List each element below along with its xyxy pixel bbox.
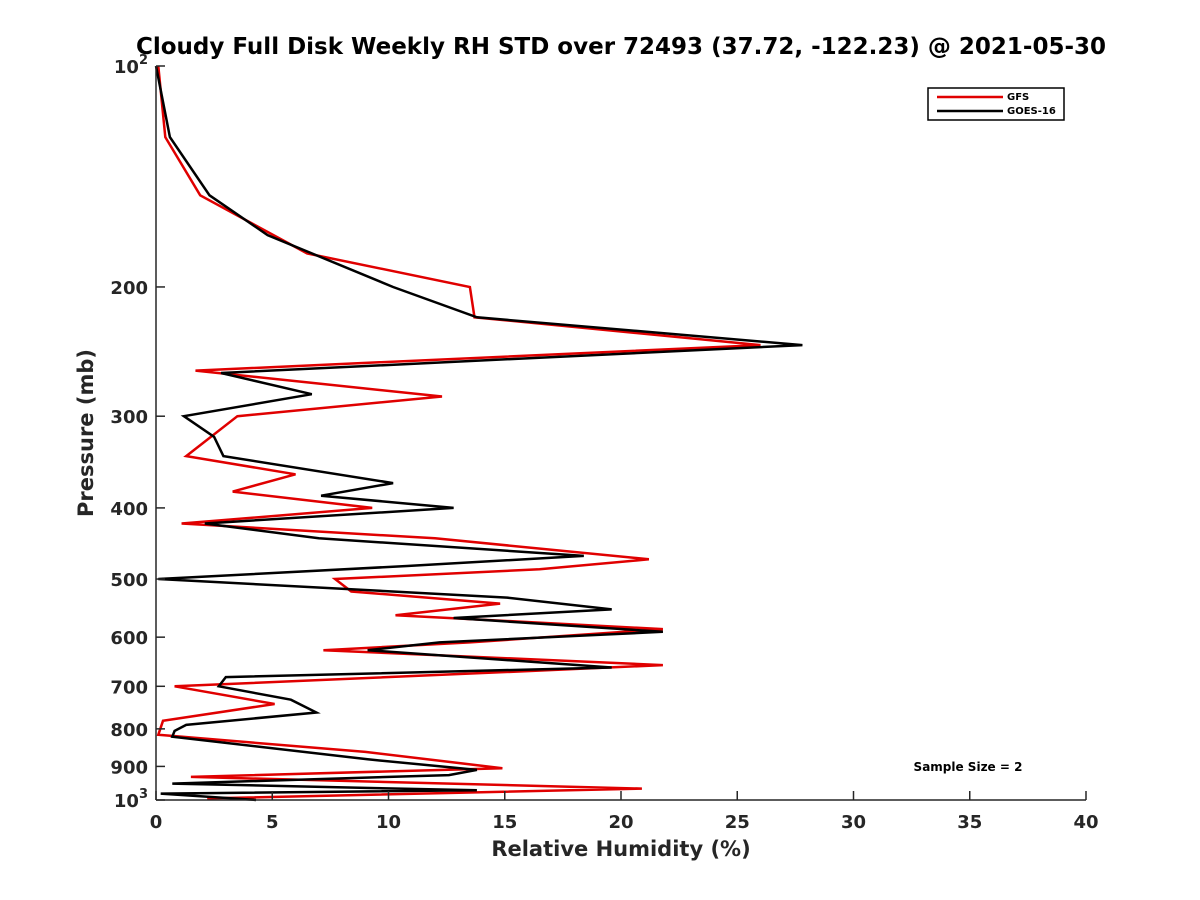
y-tick-label: 200 (110, 278, 148, 299)
y-tick-label: 102 (114, 53, 148, 78)
x-tick-label: 10 (376, 812, 401, 833)
legend-label-goes16: GOES-16 (1007, 106, 1056, 117)
series-line-gfs (156, 65, 761, 800)
series-layer (154, 65, 803, 802)
y-tick-label: 300 (110, 407, 148, 428)
x-tick-label: 35 (957, 812, 982, 833)
y-tick-label: 700 (110, 677, 148, 698)
x-tick-label: 20 (608, 812, 633, 833)
y-tick-label: 400 (110, 499, 148, 520)
sample-size-annotation: Sample Size = 2 (914, 760, 1023, 774)
y-tick-label: 500 (110, 570, 148, 591)
y-ticks: 102 200 300 400 500 600 700 800 900 103 (110, 53, 165, 812)
axes (155, 66, 1086, 801)
x-tick-label: 25 (725, 812, 750, 833)
x-tick-label: 15 (492, 812, 517, 833)
x-tick-label: 5 (266, 812, 279, 833)
y-tick-label: 103 (114, 787, 148, 812)
x-tick-label: 40 (1073, 812, 1098, 833)
chart-title: Cloudy Full Disk Weekly RH STD over 7249… (136, 34, 1106, 60)
y-tick-label: 800 (110, 720, 148, 741)
series-line-goes16 (154, 65, 803, 802)
legend: GFS GOES-16 (927, 87, 1065, 121)
x-axis-label: Relative Humidity (%) (491, 837, 750, 861)
x-ticks: 0 5 10 15 20 25 30 35 40 (150, 791, 1099, 833)
legend-label-gfs: GFS (1007, 92, 1029, 103)
y-axis-label: Pressure (mb) (74, 349, 98, 517)
y-tick-label: 600 (110, 628, 148, 649)
x-tick-label: 30 (841, 812, 866, 833)
y-tick-label: 900 (110, 757, 148, 778)
x-tick-label: 0 (150, 812, 163, 833)
legend-box (927, 87, 1065, 121)
